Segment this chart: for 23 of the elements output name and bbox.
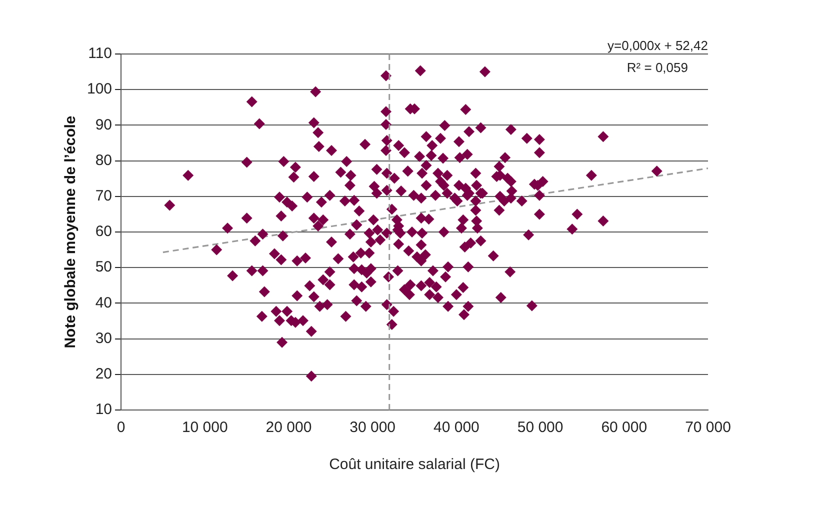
x-tick-label: 40 000 — [433, 419, 480, 436]
y-tick-label: 110 — [88, 45, 112, 62]
x-tick-label: 20 000 — [266, 419, 312, 436]
x-tick-label: 70 000 — [685, 419, 731, 436]
y-tick-label: 20 — [95, 366, 112, 383]
y-tick-label: 10 — [95, 401, 112, 418]
x-tick-label: 10 000 — [182, 419, 228, 436]
y-axis-title: Note globale moyenne de l’école — [62, 116, 80, 348]
y-tick-label: 50 — [95, 258, 112, 276]
x-tick-label: 0 — [116, 419, 126, 436]
text: y=0,000x + 52,42 — [608, 38, 708, 53]
y-tick-label: 60 — [95, 223, 112, 240]
x-tick-label: 30 000 — [350, 419, 396, 436]
y-tick-label: 70 — [95, 188, 112, 205]
y-tick-label: 40 — [95, 294, 112, 312]
y-tick-label: 90 — [95, 116, 112, 134]
y-tick-label: 100 — [86, 80, 112, 98]
y-tick-label: 30 — [95, 330, 112, 347]
x-tick-label: 50 000 — [517, 419, 564, 436]
annotation: R² = 0,059 — [626, 60, 688, 75]
y-tick-label: 80 — [95, 152, 112, 169]
x-axis-title: Coût unitaire salarial (FC) — [329, 456, 500, 474]
x-tick-label: 60 000 — [601, 419, 648, 436]
